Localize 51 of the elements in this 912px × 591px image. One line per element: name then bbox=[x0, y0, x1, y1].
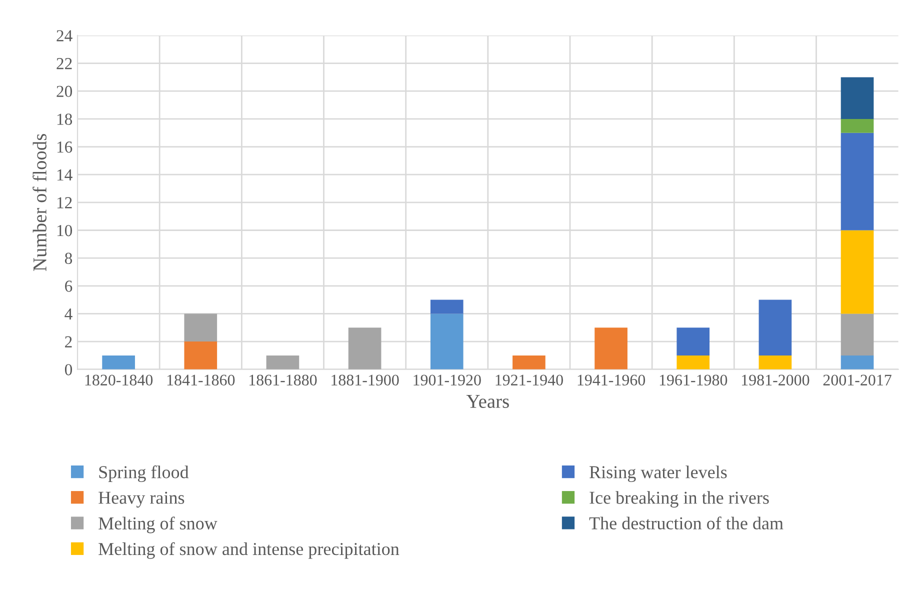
bar bbox=[676, 328, 710, 356]
y-tick-label: 8 bbox=[64, 252, 72, 264]
bar bbox=[758, 355, 792, 370]
bar bbox=[594, 328, 628, 370]
x-tick-label: 1901-1920 bbox=[414, 374, 481, 386]
bar bbox=[184, 314, 218, 342]
y-tick-label: 12 bbox=[57, 197, 72, 208]
legend-label: The destruction of the dam bbox=[589, 516, 784, 530]
bar bbox=[676, 355, 710, 370]
legend-label: Rising water levels bbox=[590, 466, 727, 482]
y-tick-label: 14 bbox=[57, 169, 72, 180]
y-tick-label: 10 bbox=[57, 224, 72, 236]
bar bbox=[266, 355, 300, 370]
x-tick-label: 1941-1960 bbox=[578, 374, 646, 386]
x-tick-label: 1881-1900 bbox=[332, 374, 399, 386]
y-tick-label: 18 bbox=[57, 114, 72, 125]
y-tick-label: 2 bbox=[65, 336, 72, 348]
legend-label: Melting of snow bbox=[98, 516, 218, 534]
legend-label: Melting of snow and intense precipitation bbox=[98, 542, 400, 559]
bar bbox=[184, 342, 218, 370]
bar bbox=[840, 132, 874, 230]
bar bbox=[840, 314, 874, 356]
x-tick-label: 1820-1840 bbox=[85, 374, 153, 386]
x-tick-label: 1921-1940 bbox=[496, 374, 563, 386]
bar bbox=[840, 118, 874, 133]
x-tick-label: 1861-1880 bbox=[250, 374, 317, 386]
legend-label: Heavy rains bbox=[98, 492, 184, 508]
bar bbox=[840, 355, 874, 370]
x-tick-label: 1981-2000 bbox=[742, 374, 810, 386]
x-tick-label: 2001-2017 bbox=[823, 374, 892, 386]
bar bbox=[102, 355, 135, 370]
y-tick-label: 20 bbox=[56, 86, 72, 98]
x-tick-label: 1961-1980 bbox=[660, 374, 728, 386]
y-tick-label: 16 bbox=[57, 142, 72, 153]
y-tick-label: 4 bbox=[64, 308, 72, 320]
bar bbox=[430, 314, 464, 370]
x-tick-label: 1841-1860 bbox=[167, 374, 235, 386]
y-tick-label: 6 bbox=[65, 280, 72, 292]
y-tick-label: 22 bbox=[56, 58, 72, 70]
bar bbox=[758, 300, 792, 356]
bar bbox=[512, 355, 546, 370]
bar bbox=[840, 77, 874, 119]
x-axis-title: Years bbox=[466, 395, 509, 408]
y-tick-label: 24 bbox=[56, 30, 72, 42]
legend-label: Ice breaking in the rivers bbox=[590, 491, 769, 508]
bar bbox=[430, 300, 464, 314]
y-tick-label: 0 bbox=[64, 364, 72, 376]
y-axis-title: Number of floods bbox=[32, 134, 46, 271]
bar bbox=[348, 328, 382, 370]
bar bbox=[840, 230, 874, 314]
legend-label: Spring flood bbox=[99, 465, 189, 482]
